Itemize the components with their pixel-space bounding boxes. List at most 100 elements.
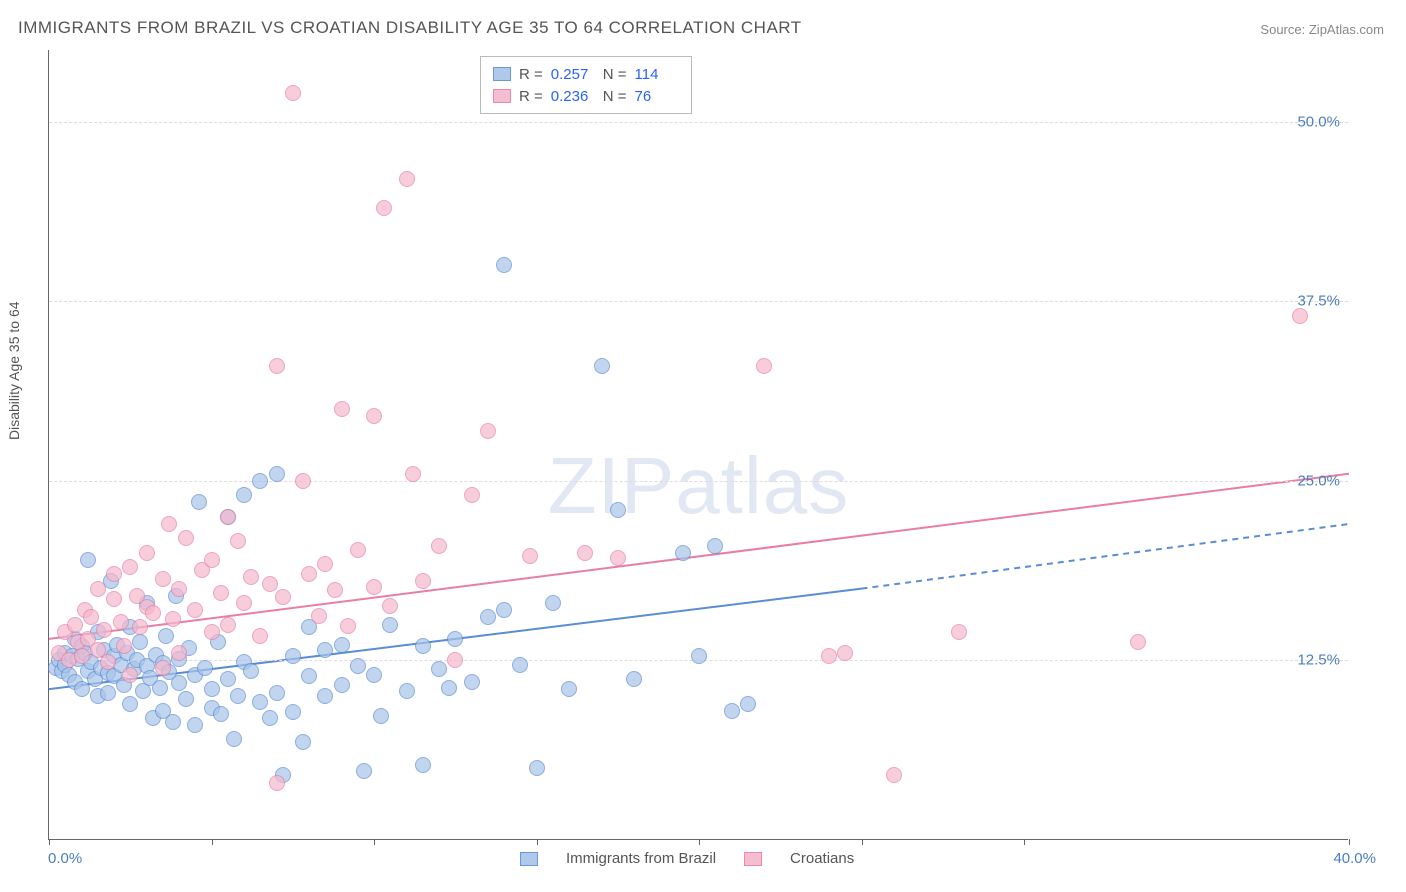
- data-point: [262, 576, 278, 592]
- data-point: [480, 609, 496, 625]
- data-point: [178, 691, 194, 707]
- data-point: [675, 545, 691, 561]
- data-point: [230, 533, 246, 549]
- data-point: [376, 200, 392, 216]
- data-point: [171, 675, 187, 691]
- legend-row-series-1: R = 0.257 N = 114: [493, 63, 679, 85]
- data-point: [886, 767, 902, 783]
- data-point: [382, 598, 398, 614]
- scatter-plot-area: ZIPatlas 12.5%25.0%37.5%50.0%: [48, 50, 1348, 840]
- data-point: [350, 658, 366, 674]
- data-point: [295, 734, 311, 750]
- data-point: [83, 609, 99, 625]
- y-axis-label: Disability Age 35 to 64: [6, 301, 22, 440]
- data-point: [522, 548, 538, 564]
- data-point: [405, 466, 421, 482]
- data-point: [226, 731, 242, 747]
- data-point: [415, 638, 431, 654]
- data-point: [431, 661, 447, 677]
- data-point: [100, 654, 116, 670]
- r-value-series-1: 0.257: [551, 66, 595, 83]
- data-point: [132, 619, 148, 635]
- data-point: [594, 358, 610, 374]
- data-point: [269, 685, 285, 701]
- source-label: Source:: [1260, 22, 1305, 37]
- data-point: [317, 642, 333, 658]
- data-point: [152, 680, 168, 696]
- data-point: [691, 648, 707, 664]
- data-point: [236, 595, 252, 611]
- n-value-series-2: 76: [635, 88, 679, 105]
- data-point: [220, 617, 236, 633]
- data-point: [285, 648, 301, 664]
- data-point: [626, 671, 642, 687]
- data-point: [382, 617, 398, 633]
- data-point: [145, 605, 161, 621]
- data-point: [187, 602, 203, 618]
- data-point: [165, 611, 181, 627]
- data-point: [67, 617, 83, 633]
- data-point: [139, 545, 155, 561]
- x-tick: [374, 839, 375, 845]
- n-label: N =: [603, 66, 627, 83]
- data-point: [161, 516, 177, 532]
- data-point: [275, 589, 291, 605]
- data-point: [740, 696, 756, 712]
- x-tick: [212, 839, 213, 845]
- data-point: [106, 566, 122, 582]
- n-value-series-1: 114: [635, 66, 679, 83]
- data-point: [213, 706, 229, 722]
- data-point: [158, 628, 174, 644]
- legend-swatch-series-1: [493, 67, 511, 81]
- r-value-series-2: 0.236: [551, 88, 595, 105]
- data-point: [262, 710, 278, 726]
- y-tick-label: 37.5%: [1297, 293, 1340, 310]
- data-point: [252, 473, 268, 489]
- data-point: [707, 538, 723, 554]
- source-attribution: Source: ZipAtlas.com: [1260, 22, 1384, 37]
- x-tick: [537, 839, 538, 845]
- data-point: [480, 423, 496, 439]
- data-point: [155, 660, 171, 676]
- legend-swatch-series-2: [493, 89, 511, 103]
- data-point: [171, 645, 187, 661]
- data-point: [415, 757, 431, 773]
- data-point: [496, 257, 512, 273]
- data-point: [350, 542, 366, 558]
- data-point: [100, 685, 116, 701]
- r-label: R =: [519, 88, 543, 105]
- data-point: [204, 624, 220, 640]
- data-point: [301, 668, 317, 684]
- data-point: [373, 708, 389, 724]
- data-point: [447, 631, 463, 647]
- data-point: [334, 401, 350, 417]
- data-point: [340, 618, 356, 634]
- data-point: [187, 717, 203, 733]
- data-point: [122, 696, 138, 712]
- data-point: [301, 566, 317, 582]
- data-point: [821, 648, 837, 664]
- data-point: [610, 502, 626, 518]
- data-point: [327, 582, 343, 598]
- data-point: [220, 671, 236, 687]
- y-tick-label: 12.5%: [1297, 652, 1340, 669]
- data-point: [366, 667, 382, 683]
- data-point: [252, 694, 268, 710]
- data-point: [285, 85, 301, 101]
- data-point: [441, 680, 457, 696]
- data-point: [366, 579, 382, 595]
- data-point: [356, 763, 372, 779]
- legend-swatch-brazil: [520, 852, 538, 866]
- data-point: [132, 634, 148, 650]
- data-point: [399, 683, 415, 699]
- data-point: [116, 638, 132, 654]
- legend-swatch-croatians: [744, 852, 762, 866]
- source-link[interactable]: ZipAtlas.com: [1309, 22, 1384, 37]
- x-tick: [49, 839, 50, 845]
- data-point: [96, 622, 112, 638]
- data-point: [191, 494, 207, 510]
- data-point: [756, 358, 772, 374]
- r-label: R =: [519, 66, 543, 83]
- y-tick-label: 25.0%: [1297, 472, 1340, 489]
- data-point: [1130, 634, 1146, 650]
